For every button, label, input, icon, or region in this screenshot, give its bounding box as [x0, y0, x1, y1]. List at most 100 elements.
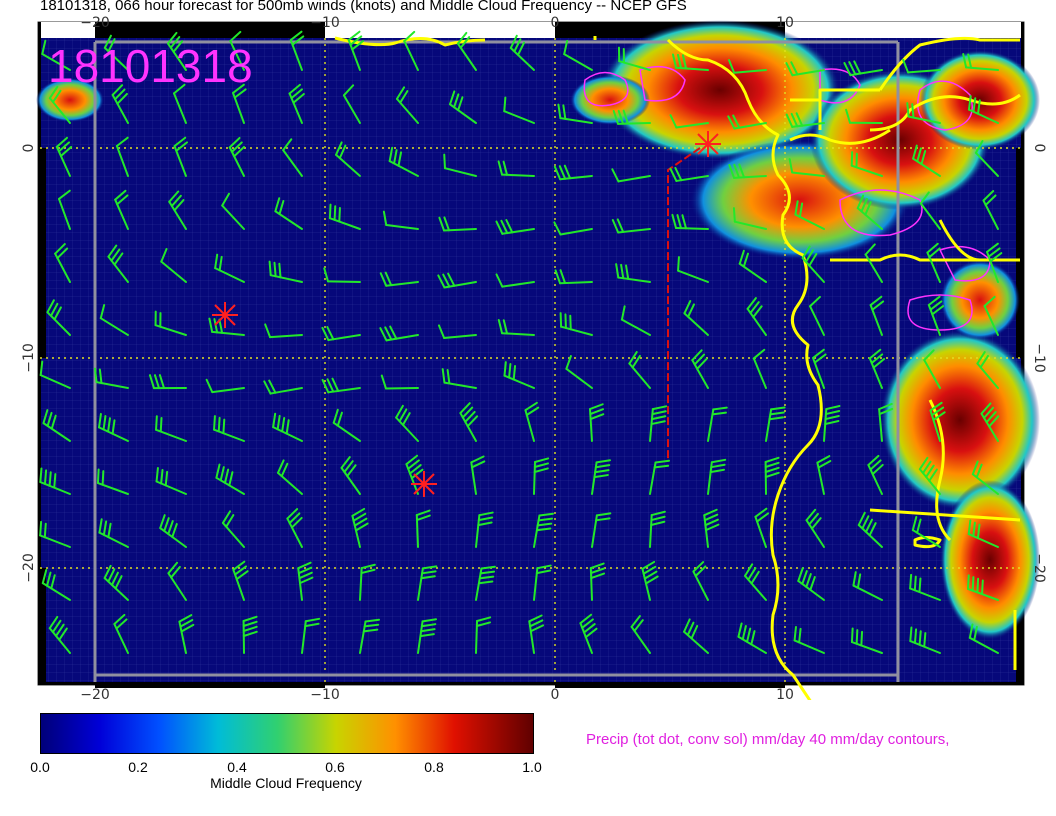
wind-barb [809, 295, 825, 336]
wind-barb [857, 511, 883, 548]
wind-barb [93, 367, 129, 389]
wind-barb [611, 168, 651, 183]
wind-barb [103, 564, 129, 601]
wind-barb [379, 271, 419, 287]
wind-barb [342, 84, 361, 124]
wind-barb [683, 300, 709, 336]
wind-barb [437, 324, 477, 339]
wind-barb [221, 192, 245, 230]
wind-barb [982, 190, 999, 230]
wind-barb [785, 61, 825, 77]
wind-barb [39, 520, 71, 548]
wind-barb [867, 454, 884, 495]
wind-barb [166, 31, 187, 71]
wind-barb [764, 456, 780, 495]
wind-barb [816, 455, 832, 495]
wind-barb [297, 561, 314, 601]
x-tick-label: −20 [80, 687, 110, 700]
wind-barb [785, 112, 825, 128]
wind-barb [277, 459, 303, 495]
wind-barb [48, 85, 71, 124]
wind-barb [160, 248, 187, 283]
wind-barb [268, 260, 303, 283]
wind-barb [967, 519, 999, 548]
wind-barb [178, 614, 195, 654]
wind-barb [340, 456, 361, 495]
wind-barb [869, 295, 885, 336]
wind-barb [923, 349, 941, 389]
wind-barb [39, 467, 71, 495]
wind-barb [728, 59, 767, 74]
wind-barb [379, 325, 419, 342]
wind-barb [495, 273, 535, 288]
wind-barb [909, 573, 941, 601]
wind-barb [114, 189, 129, 230]
x-axis-bottom: −20 −10 0 10 [80, 687, 794, 700]
wind-barb [159, 514, 187, 548]
wind-barb [441, 368, 477, 389]
wind-barb [868, 348, 886, 389]
wind-barb [459, 402, 479, 442]
graticule [40, 38, 1020, 682]
wind-barb [929, 401, 946, 442]
wind-barb [737, 622, 767, 654]
wind-barb [115, 136, 129, 177]
wind-barb [974, 139, 999, 177]
wind-barb [509, 34, 535, 71]
y-tick-label: −20 [21, 553, 37, 583]
y-tick-label: 0 [21, 144, 37, 153]
colorbar-label: 0.0 [30, 759, 50, 775]
wind-barb [48, 615, 71, 654]
wind-barb [55, 136, 73, 177]
wind-barb [533, 457, 550, 495]
wind-barb [286, 508, 303, 548]
wind-barb [856, 194, 883, 230]
wind-barb [172, 83, 187, 124]
wind-barb [113, 613, 129, 654]
wind-barb [475, 511, 494, 548]
wind-barb [96, 468, 129, 495]
wind-barb [98, 412, 129, 442]
wind-barb [417, 618, 438, 654]
wind-barb [727, 114, 767, 130]
wind-barb [962, 53, 999, 71]
wind-barb [528, 614, 545, 654]
wind-barb [213, 415, 245, 442]
wind-barb [533, 512, 554, 548]
wind-barb [54, 243, 71, 283]
y-tick-label: −20 [1031, 553, 1047, 583]
wind-barb [906, 102, 941, 124]
wind-barb [272, 412, 303, 442]
wind-barb [850, 151, 883, 177]
wind-barb [41, 568, 71, 601]
colorbar [40, 713, 534, 754]
wind-barb [878, 402, 894, 442]
wind-barb [57, 189, 71, 230]
wind-barb [669, 166, 709, 182]
wind-barb [221, 510, 245, 548]
precip-legend: Precip (tot dot, conv sol) mm/day 40 mm/… [586, 731, 950, 748]
colorbar-label: 1.0 [522, 759, 542, 775]
wind-barb [732, 207, 767, 230]
wind-barb [788, 158, 825, 177]
wind-barbs [39, 30, 1003, 654]
wind-barb [557, 103, 593, 124]
wind-barb [456, 31, 477, 71]
wind-barb [641, 560, 659, 601]
wind-barb [443, 153, 477, 177]
wind-barb [347, 30, 365, 71]
y-axis-left: 0 −10 −20 [21, 144, 37, 583]
wind-barb [274, 197, 303, 230]
wind-barb [986, 242, 1003, 283]
wind-barb [503, 96, 535, 124]
wind-barb [805, 508, 825, 548]
wind-barb [448, 90, 477, 124]
wind-barb [845, 108, 883, 124]
wind-barb [228, 136, 246, 177]
wind-barb [671, 213, 709, 230]
x-tick-label: −10 [310, 15, 340, 31]
wind-barb [812, 348, 827, 389]
wind-barb [155, 415, 187, 442]
wind-barb [565, 355, 593, 389]
wind-barb [208, 317, 245, 336]
